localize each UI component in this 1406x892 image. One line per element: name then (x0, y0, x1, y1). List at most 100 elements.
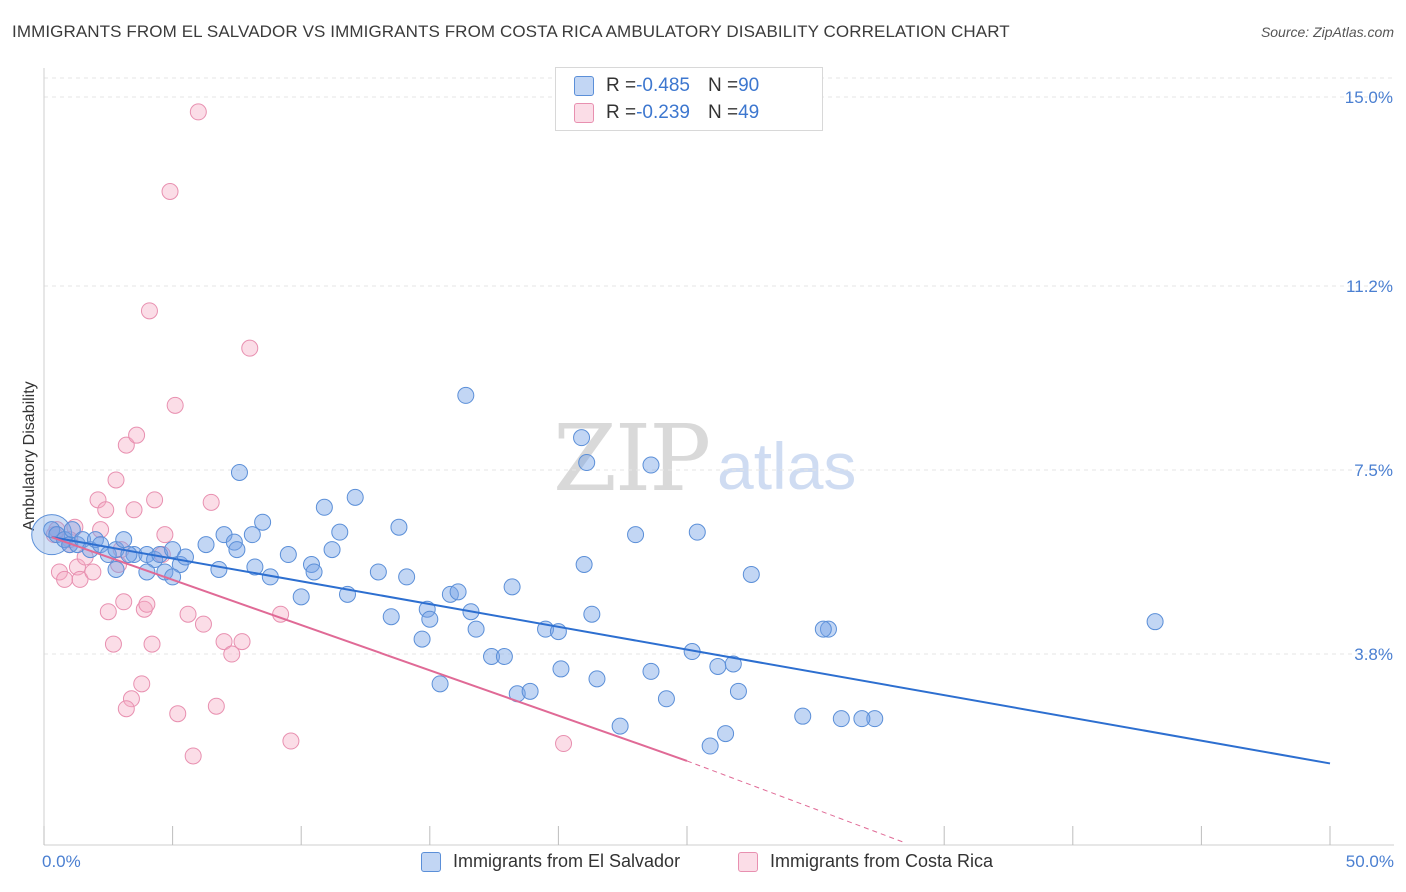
el-salvador-point (578, 454, 596, 472)
el-salvador-point (583, 605, 601, 623)
el-salvador-point (814, 620, 832, 638)
watermark-atlas: atlas (717, 429, 857, 503)
el-salvador-point (315, 498, 333, 516)
el-salvador-point (724, 655, 742, 673)
chart-title: IMMIGRANTS FROM EL SALVADOR VS IMMIGRANT… (12, 22, 1010, 41)
x-tick-min: 0.0% (42, 852, 81, 871)
stats-swatch-pink (574, 103, 594, 123)
el-salvador-point (819, 620, 837, 638)
costa-rica-point (107, 471, 125, 489)
costa-rica-point (128, 426, 146, 444)
costa-rica-point (223, 645, 241, 663)
y-tick-label: 11.2% (1346, 277, 1393, 296)
legend-item-el-salvador[interactable]: Immigrants from El Salvador (421, 851, 680, 872)
legend-swatch-blue (421, 851, 441, 872)
source-label: Source: ZipAtlas.com (1260, 24, 1394, 40)
el-salvador-point (688, 523, 706, 541)
el-salvador-point (115, 531, 133, 549)
legend-swatch-pink (738, 851, 758, 872)
el-salvador-point (331, 523, 349, 541)
el-salvador-point (552, 660, 570, 678)
el-salvador-point (573, 429, 591, 447)
costa-rica-point (194, 615, 212, 633)
costa-rica-point (143, 635, 161, 653)
el-salvador-point (107, 560, 125, 578)
costa-rica-points (45, 103, 573, 765)
legend-item-costa-rica[interactable]: Immigrants from Costa Rica (738, 851, 993, 872)
el-salvador-point (853, 710, 871, 728)
y-tick-labels: 3.8% 7.5% 11.2% 15.0% (1345, 88, 1393, 664)
el-salvador-point (346, 488, 364, 506)
el-salvador-point (421, 610, 439, 628)
el-salvador-point (457, 386, 475, 404)
costa-rica-point (125, 501, 143, 519)
el-salvador-point (292, 588, 310, 606)
costa-rica-trend-extension (686, 760, 906, 844)
n-label: N = (707, 102, 739, 123)
el-salvador-point (729, 682, 747, 700)
costa-rica-point (233, 633, 251, 651)
el-salvador-point (390, 518, 408, 536)
costa-rica-point (189, 103, 207, 121)
costa-rica-point (166, 396, 184, 414)
el-salvador-point (588, 670, 606, 688)
y-tick-label: 7.5% (1354, 461, 1393, 480)
r-label: R = (606, 102, 637, 123)
axes (43, 68, 1394, 846)
costa-rica-point (282, 732, 300, 750)
el-salvador-points (31, 386, 1164, 755)
costa-rica-point (104, 635, 122, 653)
el-salvador-point (210, 560, 228, 578)
el-salvador-point (243, 526, 261, 544)
legend-label: Immigrants from Costa Rica (770, 851, 994, 871)
el-salvador-point (611, 717, 629, 735)
el-salvador-point (642, 662, 660, 680)
costa-rica-point (138, 595, 156, 613)
costa-rica-point (202, 493, 220, 511)
el-salvador-point (483, 648, 501, 665)
el-salvador-point (717, 725, 735, 743)
el-salvador-point (467, 620, 485, 638)
el-salvador-point (449, 583, 467, 601)
costa-rica-point (207, 697, 225, 715)
el-salvador-point (398, 568, 416, 586)
el-salvador-point (323, 541, 341, 559)
el-salvador-point (246, 558, 264, 576)
legend: Immigrants from El Salvador Immigrants f… (0, 851, 1406, 877)
costa-rica-point (146, 491, 164, 509)
el-salvador-point (254, 513, 272, 531)
y-tick-label: 3.8% (1354, 645, 1393, 664)
el-salvador-point (503, 578, 521, 596)
el-salvador-point (495, 648, 513, 665)
el-salvador-point (794, 707, 812, 725)
el-salvador-point (832, 710, 850, 728)
costa-rica-point (122, 690, 140, 708)
costa-rica-point (179, 605, 197, 623)
costa-rica-point (66, 518, 84, 536)
costa-rica-point (184, 747, 202, 765)
n-value: 90 (738, 75, 760, 96)
costa-rica-point (92, 521, 110, 539)
costa-rica-point (161, 182, 179, 200)
el-salvador-point (279, 546, 297, 564)
costa-rica-point (241, 339, 259, 357)
el-salvador-point (642, 456, 660, 474)
el-salvador-point (521, 682, 539, 700)
el-salvador-point (413, 630, 431, 648)
costa-rica-point (215, 633, 233, 651)
n-label: N = (707, 75, 739, 96)
el-salvador-point (431, 675, 449, 693)
el-salvador-point (138, 563, 156, 581)
el-salvador-point (228, 541, 246, 559)
costa-rica-point (135, 600, 153, 618)
el-salvador-point (575, 555, 593, 573)
costa-rica-point (56, 570, 74, 588)
r-label: R = (606, 75, 637, 96)
el-salvador-point (657, 690, 675, 708)
stats-row-costa-rica: R = -0.239 N = 49 (574, 101, 759, 125)
costa-rica-point (117, 700, 135, 718)
costa-rica-point (133, 675, 151, 693)
costa-rica-point (97, 501, 115, 519)
el-salvador-point (627, 526, 645, 544)
